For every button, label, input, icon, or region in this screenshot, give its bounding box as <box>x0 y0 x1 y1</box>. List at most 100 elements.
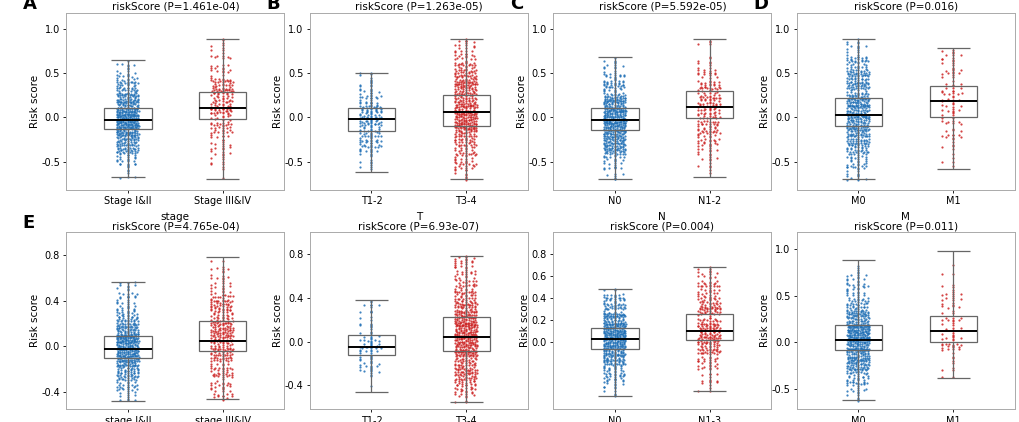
Point <box>858 369 874 376</box>
Point <box>701 319 717 326</box>
Point <box>597 124 613 130</box>
Point <box>464 47 480 54</box>
Point <box>857 324 873 330</box>
Point <box>602 358 619 365</box>
Point <box>707 300 723 306</box>
Point <box>115 333 131 340</box>
Point <box>467 74 483 81</box>
Point <box>853 317 869 324</box>
Point <box>842 70 858 77</box>
Point <box>127 383 144 390</box>
Point <box>846 133 862 140</box>
Point <box>857 126 873 133</box>
Point <box>448 122 465 128</box>
Point <box>203 362 219 369</box>
Point <box>223 315 239 322</box>
Point <box>446 119 463 126</box>
Point <box>363 320 379 327</box>
Point <box>455 340 472 346</box>
Point <box>368 138 384 144</box>
Point <box>932 317 949 324</box>
Point <box>454 358 471 365</box>
Point <box>219 330 235 337</box>
Point <box>448 306 465 313</box>
Point <box>461 294 477 301</box>
Point <box>214 295 230 301</box>
Point <box>710 317 727 324</box>
Point <box>601 118 618 124</box>
Point <box>117 332 133 338</box>
Point <box>610 332 627 339</box>
Point <box>214 132 230 139</box>
Point <box>212 294 228 300</box>
Point <box>842 327 858 333</box>
Point <box>692 326 708 333</box>
Point <box>595 154 611 161</box>
Point <box>710 310 727 317</box>
Point <box>839 57 855 64</box>
Point <box>945 322 961 328</box>
Point <box>843 119 859 126</box>
Point <box>690 311 706 318</box>
Point <box>119 330 136 336</box>
Point <box>705 106 721 113</box>
Point <box>847 84 863 91</box>
Point <box>844 114 860 121</box>
Point <box>598 306 614 313</box>
Point <box>116 84 132 91</box>
Point <box>596 104 612 111</box>
Point <box>701 98 717 105</box>
Point <box>117 323 133 330</box>
Point <box>945 334 961 341</box>
Point <box>210 87 226 93</box>
Point <box>220 331 236 338</box>
Point <box>446 390 463 397</box>
Point <box>606 76 623 83</box>
Point <box>203 381 219 388</box>
Point <box>839 122 855 129</box>
Point <box>363 344 379 351</box>
Point <box>214 97 230 104</box>
Point <box>848 127 864 134</box>
Point <box>371 337 387 344</box>
Point <box>367 128 383 135</box>
Point <box>615 297 632 303</box>
Point <box>363 363 379 370</box>
Point <box>704 129 720 136</box>
Point <box>363 339 379 346</box>
Point <box>610 340 627 346</box>
Point <box>127 70 144 77</box>
Title: riskScore (P=4.765e-04): riskScore (P=4.765e-04) <box>111 221 238 231</box>
Point <box>950 316 966 323</box>
Point <box>609 107 626 114</box>
Point <box>119 371 136 378</box>
Point <box>932 47 949 54</box>
Point <box>609 330 626 336</box>
Point <box>467 340 483 347</box>
Point <box>463 291 479 298</box>
Point <box>950 119 966 125</box>
Point <box>203 64 219 71</box>
Bar <box>686 91 733 118</box>
Point <box>124 112 141 119</box>
Point <box>842 315 858 322</box>
Point <box>840 324 856 331</box>
Point <box>856 355 872 362</box>
Point <box>852 330 868 336</box>
Point <box>932 374 949 381</box>
Point <box>468 282 484 289</box>
Point <box>464 288 480 295</box>
Point <box>701 322 717 329</box>
Point <box>452 145 469 151</box>
Point <box>123 124 140 131</box>
Point <box>850 396 866 403</box>
Point <box>214 142 230 149</box>
Point <box>857 300 873 306</box>
Point <box>112 100 128 107</box>
Point <box>600 364 616 371</box>
Point <box>203 320 219 327</box>
Point <box>701 82 717 89</box>
Point <box>205 394 221 400</box>
Point <box>855 68 871 75</box>
Point <box>595 58 611 65</box>
